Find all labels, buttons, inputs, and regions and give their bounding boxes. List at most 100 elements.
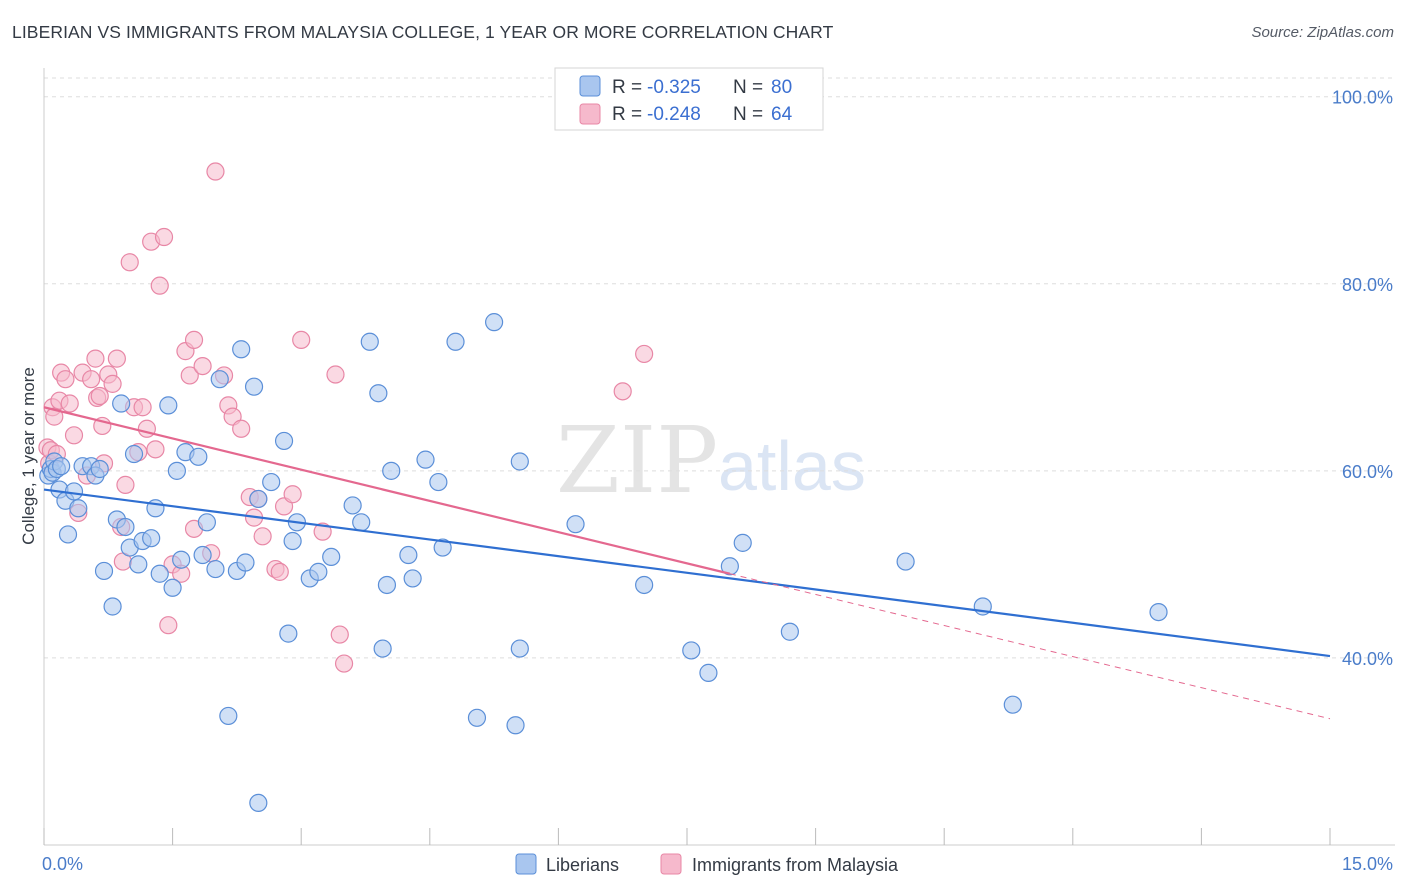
point-liberians bbox=[142, 529, 161, 548]
point-liberians bbox=[103, 597, 122, 616]
point-liberians bbox=[159, 396, 178, 415]
point-liberians bbox=[429, 472, 448, 492]
point-liberians bbox=[566, 515, 585, 534]
point-malaysia bbox=[270, 562, 289, 581]
point-liberians bbox=[274, 431, 294, 451]
bottom-legend-swatch-blue bbox=[515, 853, 537, 875]
trend-line-liberians bbox=[43, 488, 1331, 658]
y-tick-label: 80.0% bbox=[1342, 275, 1393, 295]
x-tick-label-min: 0.0% bbox=[42, 854, 83, 874]
point-malaysia bbox=[90, 386, 109, 406]
point-liberians bbox=[343, 496, 362, 515]
point-liberians bbox=[399, 545, 418, 565]
source-credit: Source: ZipAtlas.com bbox=[1251, 24, 1394, 41]
point-liberians bbox=[283, 531, 302, 551]
tick-labels: 40.0% 60.0% 80.0% 100.0% 0.0% 15.0% bbox=[42, 88, 1393, 874]
point-liberians bbox=[163, 578, 182, 597]
watermark-atlas: atlas bbox=[718, 427, 866, 505]
point-liberians bbox=[510, 452, 529, 471]
trend-lines bbox=[43, 406, 1331, 720]
point-malaysia bbox=[56, 370, 75, 389]
legend-n-value-1: 80 bbox=[771, 77, 792, 98]
point-liberians bbox=[116, 517, 135, 537]
point-malaysia bbox=[635, 344, 654, 364]
series-liberians bbox=[39, 313, 1168, 813]
legend-r-value-1: -0.325 bbox=[647, 77, 701, 98]
legend-r-value-2: -0.248 bbox=[647, 104, 701, 125]
point-malaysia bbox=[283, 485, 302, 504]
point-liberians bbox=[510, 639, 529, 658]
chart-title: LIBERIAN VS IMMIGRANTS FROM MALAYSIA COL… bbox=[12, 22, 834, 42]
trend-line-malaysia bbox=[43, 406, 731, 575]
point-malaysia bbox=[206, 162, 225, 181]
point-malaysia bbox=[159, 616, 178, 635]
point-liberians bbox=[129, 555, 148, 574]
y-axis-label: College, 1 year or more bbox=[19, 367, 38, 545]
axes bbox=[43, 68, 1395, 846]
legend-r-label-1: R = bbox=[612, 77, 647, 98]
bottom-legend-label-liberians: Liberians bbox=[546, 855, 619, 875]
point-liberians bbox=[896, 552, 915, 571]
point-liberians bbox=[467, 708, 487, 727]
point-liberians bbox=[58, 525, 78, 544]
point-liberians bbox=[236, 553, 255, 572]
point-malaysia bbox=[133, 398, 152, 417]
point-liberians bbox=[124, 444, 144, 464]
point-liberians bbox=[733, 533, 752, 552]
point-liberians bbox=[635, 575, 654, 595]
legend-swatch-blue bbox=[579, 75, 601, 97]
point-malaysia bbox=[232, 419, 251, 438]
point-liberians bbox=[232, 340, 251, 359]
point-liberians bbox=[193, 545, 212, 565]
bottom-legend-swatch-pink bbox=[660, 853, 682, 875]
point-liberians bbox=[352, 513, 371, 532]
point-liberians bbox=[69, 499, 88, 518]
point-liberians bbox=[249, 489, 268, 509]
point-liberians bbox=[433, 538, 452, 557]
point-malaysia bbox=[326, 365, 345, 384]
point-liberians bbox=[64, 482, 84, 501]
point-malaysia bbox=[253, 527, 272, 546]
point-liberians bbox=[699, 663, 718, 682]
point-liberians bbox=[309, 562, 328, 581]
point-malaysia bbox=[146, 440, 165, 459]
point-liberians bbox=[172, 550, 191, 569]
point-malaysia bbox=[292, 330, 311, 350]
point-malaysia bbox=[330, 625, 349, 644]
point-malaysia bbox=[180, 366, 199, 385]
point-malaysia bbox=[193, 356, 212, 376]
point-liberians bbox=[373, 639, 392, 658]
point-liberians bbox=[682, 641, 701, 660]
series-legend: Liberians Immigrants from Malaysia bbox=[515, 853, 899, 875]
point-liberians bbox=[249, 793, 268, 813]
point-malaysia bbox=[120, 253, 139, 272]
point-malaysia bbox=[107, 349, 126, 368]
point-liberians bbox=[720, 557, 739, 576]
point-liberians bbox=[90, 459, 109, 479]
point-malaysia bbox=[116, 475, 135, 494]
trend-line-malaysia-extension bbox=[729, 573, 1331, 720]
point-liberians bbox=[360, 332, 379, 351]
y-tick-label: 60.0% bbox=[1342, 462, 1393, 482]
legend-swatch-pink bbox=[579, 103, 601, 125]
legend-n-label-2: N = bbox=[733, 104, 768, 125]
point-malaysia bbox=[334, 654, 354, 673]
point-liberians bbox=[244, 377, 264, 396]
correlation-legend: R = -0.325 N = 80 R = -0.248 N = 64 bbox=[554, 67, 824, 131]
point-liberians bbox=[279, 624, 298, 643]
point-liberians bbox=[210, 370, 229, 389]
legend-n-value-2: 64 bbox=[771, 104, 793, 125]
point-malaysia bbox=[150, 276, 169, 295]
point-liberians bbox=[206, 559, 225, 579]
point-liberians bbox=[167, 461, 186, 480]
point-liberians bbox=[219, 706, 238, 726]
point-malaysia bbox=[313, 522, 332, 541]
bottom-legend-label-malaysia: Immigrants from Malaysia bbox=[692, 855, 899, 875]
point-liberians bbox=[52, 457, 71, 476]
point-malaysia bbox=[103, 374, 122, 393]
point-liberians bbox=[416, 450, 435, 469]
point-malaysia bbox=[154, 227, 174, 247]
point-liberians bbox=[197, 513, 216, 532]
point-malaysia bbox=[86, 349, 105, 368]
